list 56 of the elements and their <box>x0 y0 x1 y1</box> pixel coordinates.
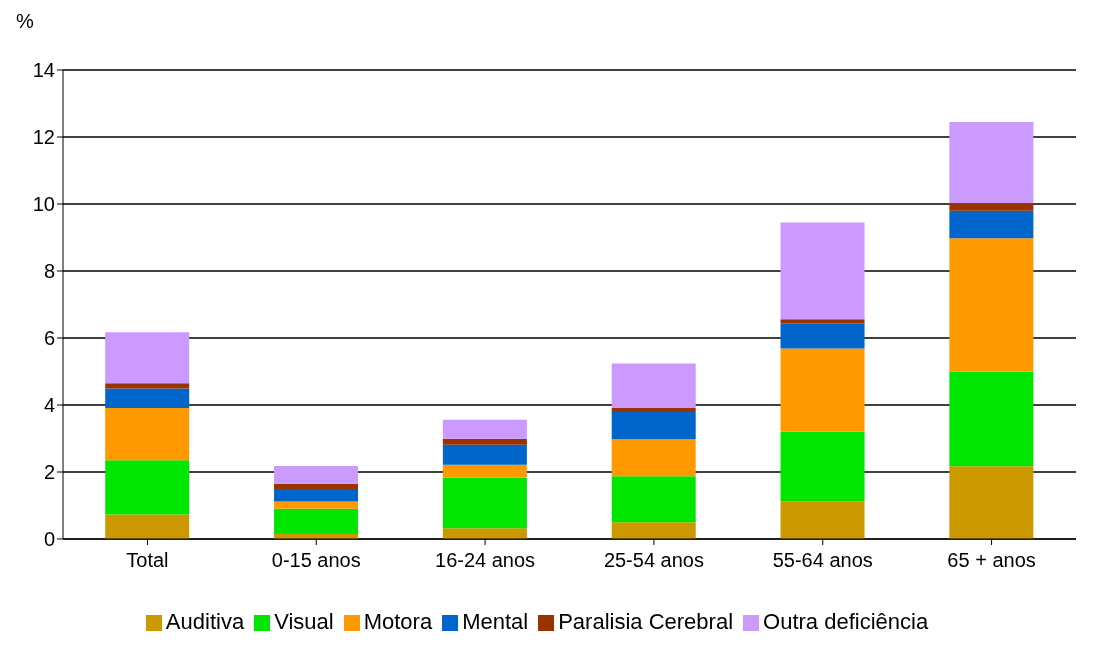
legend-label: Motora <box>363 609 433 634</box>
legend-label: Outra deficiência <box>763 609 929 634</box>
x-tick-label: 0-15 anos <box>271 549 361 572</box>
bar <box>274 489 359 502</box>
y-tick-label: 4 <box>43 394 55 417</box>
legend-label: Paralisia Cerebral <box>558 609 734 634</box>
bar <box>442 464 527 478</box>
bar <box>611 408 696 413</box>
bar <box>442 528 527 539</box>
bar <box>949 121 1034 203</box>
bar <box>274 501 359 509</box>
bar <box>105 383 190 389</box>
y-tick-label: 14 <box>32 59 55 82</box>
y-tick-label: 0 <box>43 528 55 551</box>
y-tick-label: 2 <box>43 461 55 484</box>
legend-label: Mental <box>462 609 529 634</box>
bar <box>274 483 359 490</box>
bar <box>611 363 696 409</box>
y-tick-label: 12 <box>32 126 55 149</box>
x-tick-label: 55-64 anos <box>772 549 873 572</box>
bar <box>611 522 696 539</box>
bar <box>611 412 696 440</box>
bar <box>442 438 527 445</box>
bar <box>949 371 1034 467</box>
bar <box>949 466 1034 539</box>
bar <box>442 477 527 529</box>
bar <box>780 431 865 502</box>
bar <box>780 319 865 324</box>
bar <box>442 419 527 439</box>
bar <box>949 210 1034 239</box>
legend-label: Auditiva <box>165 609 245 634</box>
x-tick-label: Total <box>126 549 169 572</box>
bar <box>274 465 359 484</box>
bar <box>611 476 696 523</box>
bar <box>949 238 1034 372</box>
y-tick-label: 10 <box>32 193 55 216</box>
y-axis-title: % <box>16 10 34 33</box>
legend-label: Visual <box>274 609 334 634</box>
bar <box>105 408 190 461</box>
bar <box>105 460 190 515</box>
x-tick-label: 25-54 anos <box>603 549 704 572</box>
bar <box>274 508 359 534</box>
y-tick-label: 8 <box>43 260 55 283</box>
bar <box>105 332 190 384</box>
bar <box>442 444 527 465</box>
bar <box>949 203 1034 211</box>
x-tick-label: 65 + anos <box>947 549 1036 572</box>
bar <box>611 439 696 477</box>
bar <box>105 388 190 409</box>
bar <box>105 514 190 539</box>
x-tick-label: 16-24 anos <box>435 549 536 572</box>
bar <box>780 323 865 349</box>
bar <box>780 501 865 539</box>
bar <box>780 222 865 320</box>
y-tick-label: 6 <box>43 327 55 350</box>
bar <box>780 348 865 432</box>
